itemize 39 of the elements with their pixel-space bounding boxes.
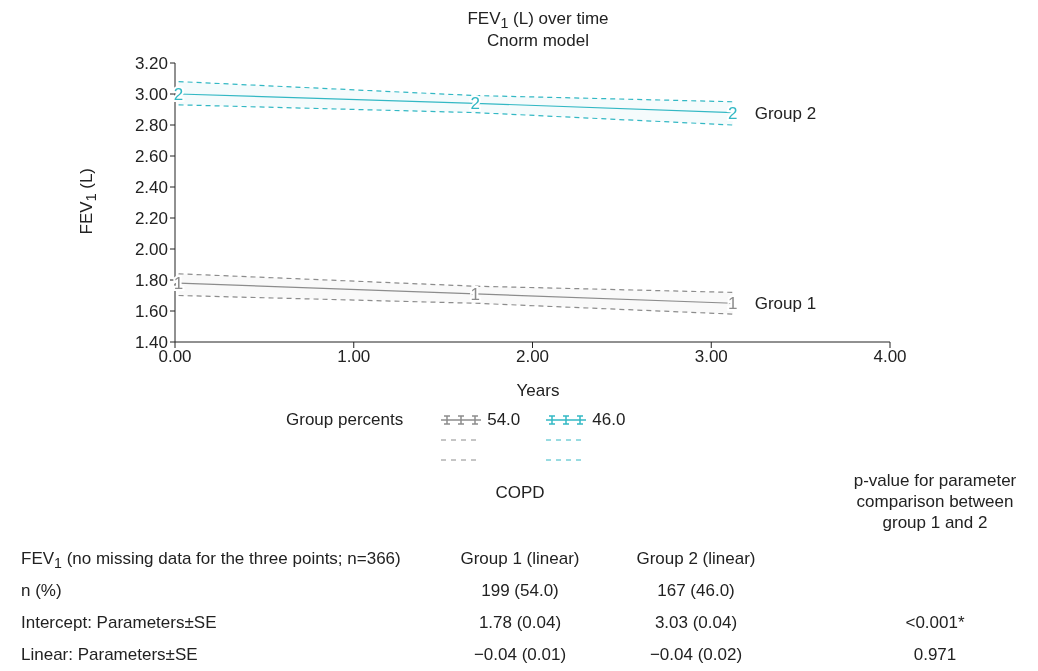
- text: Intercept: Parameters±SE: [21, 613, 217, 632]
- y-tick-label: 2.20: [134, 209, 168, 229]
- y-tick-label: 3.00: [134, 85, 168, 105]
- y-tick-label: 2.60: [134, 147, 168, 167]
- y-tick-label: 2.80: [134, 116, 168, 136]
- text: −0.04 (0.01): [473, 645, 567, 664]
- text: FEV$_{1}$ (no missing data for the three points; n=366): [21, 549, 401, 572]
- x-tick-label: 2.00: [515, 347, 550, 367]
- x-tick-label: 1.00: [337, 347, 371, 367]
- annotation: Group 2: [754, 103, 817, 123]
- text: Group 1 (linear): [460, 549, 580, 568]
- annotation: 1: [727, 294, 738, 314]
- text: Group 2 (linear): [636, 549, 756, 568]
- x-tick-label: 4.00: [873, 347, 907, 367]
- text: COPD: [494, 482, 546, 503]
- y-tick-label: 3.20: [134, 54, 168, 74]
- text: 167 (46.0): [657, 581, 735, 600]
- y-tick-label: 2.40: [134, 178, 168, 198]
- text: 0.971: [913, 645, 957, 664]
- legend-title: Group percents: [286, 409, 404, 431]
- text: <0.001*: [905, 613, 965, 632]
- chart-title: FEV$_{1}$ (L) over time: [467, 9, 609, 32]
- text: Linear: Parameters±SE: [21, 645, 198, 664]
- legend-label: 54.0: [487, 409, 521, 431]
- chart-subtitle: Cnorm model: [485, 30, 590, 52]
- text: 199 (54.0): [481, 581, 559, 600]
- legend-label: 46.0: [592, 409, 626, 431]
- text: 3.03 (0.04): [654, 613, 738, 632]
- y-tick-label: 1.60: [134, 302, 168, 322]
- y-tick-label: 1.80: [134, 271, 168, 291]
- y-tick-label: 2.00: [134, 240, 168, 260]
- annotation: 2: [727, 103, 738, 123]
- text: −0.04 (0.02): [649, 645, 743, 664]
- text: 1.78 (0.04): [478, 613, 562, 632]
- annotation: Group 1: [754, 294, 817, 314]
- text: n (%): [21, 580, 63, 601]
- x-axis-title: Years: [515, 381, 561, 401]
- text: p-value for parameter comparison between group 1 and 2: [852, 470, 1018, 533]
- x-tick-label: 3.00: [694, 347, 728, 367]
